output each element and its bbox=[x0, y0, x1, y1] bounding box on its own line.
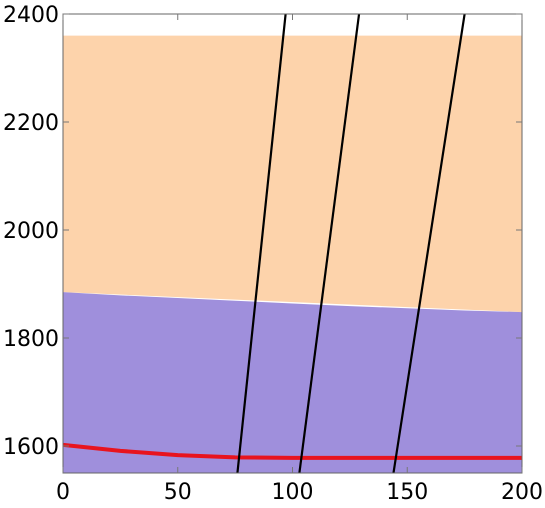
y-tick-label: 1800 bbox=[3, 327, 59, 352]
x-tick-label: 150 bbox=[386, 480, 428, 505]
series-line-1 bbox=[236, 14, 287, 473]
y-tick-label: 2000 bbox=[3, 219, 59, 244]
y-tick-label: 1600 bbox=[3, 435, 59, 460]
x-tick-label: 50 bbox=[164, 480, 192, 505]
series-line-2 bbox=[298, 14, 361, 473]
series-line-3 bbox=[392, 14, 466, 473]
y-tick-label: 2200 bbox=[3, 111, 59, 136]
region-0 bbox=[63, 35, 522, 313]
region-1 bbox=[63, 292, 522, 473]
series-curve-0 bbox=[63, 442, 522, 460]
x-tick-label: 100 bbox=[272, 480, 314, 505]
x-tick-label: 0 bbox=[56, 480, 70, 505]
y-tick-label: 2400 bbox=[3, 3, 59, 28]
x-tick-label: 200 bbox=[501, 480, 543, 505]
